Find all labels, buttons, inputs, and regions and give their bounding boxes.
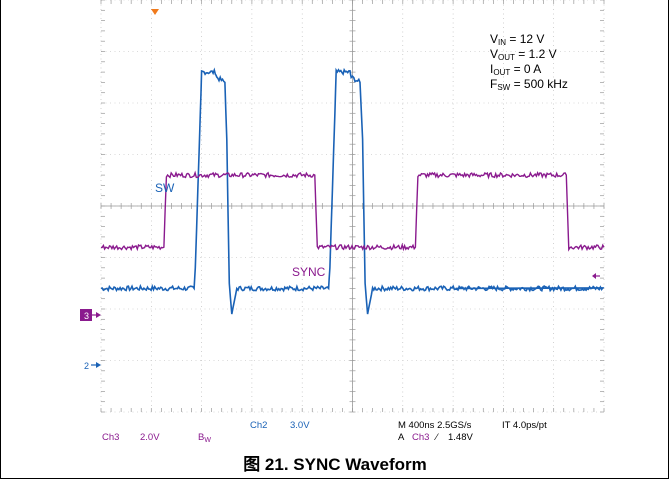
channel-3-marker: 3: [80, 309, 101, 321]
svg-text:3: 3: [84, 311, 89, 321]
ch3-scale: 2.0V: [140, 432, 160, 443]
trigger-level-arrowhead-icon: [592, 273, 596, 279]
trigger-source: Ch3: [412, 432, 429, 443]
figure-caption: 图 21. SYNC Waveform: [243, 455, 427, 474]
trigger-slope-icon: ∕: [434, 432, 439, 443]
interpolation-time: IT 4.0ps/pt: [502, 420, 547, 431]
label-sw: SW: [155, 181, 175, 195]
ch3-label: Ch3: [102, 432, 119, 443]
grid: [100, 0, 605, 413]
label-sync: SYNC: [292, 265, 326, 279]
traces: [100, 67, 605, 315]
status-bar: Ch2 3.0V M 400ns 2.5GS/s IT 4.0ps/pt Ch3…: [102, 420, 547, 444]
param-vout: VOUT = 1.2 V: [490, 47, 557, 62]
svg-text:2: 2: [84, 361, 89, 371]
trigger-a: A: [398, 432, 405, 443]
trace-sw: [100, 67, 605, 315]
param-iout: IOUT = 0 A: [490, 62, 541, 77]
timebase: M 400ns 2.5GS/s: [398, 420, 472, 431]
trigger-position-marker: [151, 9, 159, 15]
param-vin: VIN = 12 V: [490, 32, 544, 47]
bandwidth-limit: BW: [198, 432, 211, 444]
param-fsw: FSW = 500 kHz: [490, 77, 568, 92]
ch2-scale: 3.0V: [290, 420, 310, 431]
trigger-level: 1.48V: [448, 432, 473, 443]
ch2-label: Ch2: [250, 420, 267, 431]
channel-2-marker: 2: [84, 361, 101, 371]
trace-sync: [100, 170, 605, 252]
